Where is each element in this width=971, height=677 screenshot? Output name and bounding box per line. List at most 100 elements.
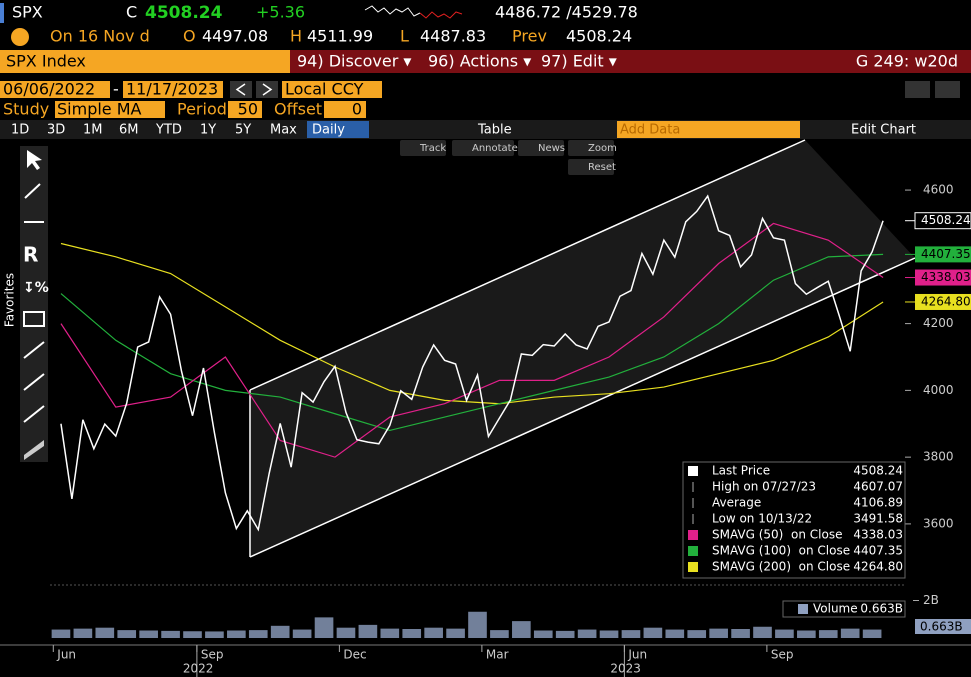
range-button[interactable]: 1Y [200, 123, 216, 138]
volume-bar [205, 631, 224, 638]
year-label: 2022 [183, 662, 214, 676]
channel-line [249, 139, 806, 391]
volume-bar [512, 621, 531, 638]
tool-button[interactable] [518, 140, 564, 156]
volume-bar [402, 629, 422, 638]
volume-bar [687, 630, 707, 638]
volume-bar [555, 630, 575, 638]
input[interactable] [324, 101, 366, 118]
ma-line [60, 242, 884, 405]
range-button[interactable]: 3D [47, 123, 65, 138]
legend-value: 4607.07 [853, 480, 903, 494]
range-button[interactable]: 5Y [235, 123, 251, 138]
sparkline [364, 5, 421, 17]
legend-value: 4338.03 [853, 528, 903, 542]
next-button[interactable] [256, 81, 278, 98]
volume-bar [358, 624, 378, 638]
period[interactable]: 50 [238, 100, 258, 119]
security[interactable]: SPX Index [6, 52, 86, 71]
currency[interactable]: Local CCY [285, 80, 364, 99]
menu-item[interactable]: 97) Edit ▾ [541, 52, 617, 71]
last-value-label: 4407.35 [921, 247, 971, 261]
legend-label: SMAVG (200) on Close [712, 560, 850, 574]
dash: - [113, 80, 119, 99]
range-button[interactable]: 1M [83, 123, 103, 138]
y-tick-label: 4600 [923, 183, 954, 197]
undo-button[interactable] [905, 81, 930, 98]
range-button[interactable]: YTD [155, 123, 182, 138]
volume-tick-label: 2B [923, 593, 939, 607]
y-tick-label: 4200 [923, 316, 954, 330]
legend-value: 4264.80 [853, 560, 903, 574]
high-label: H [290, 27, 302, 46]
prev-label: Prev [512, 27, 547, 46]
input[interactable] [228, 101, 262, 118]
volume-bar [731, 629, 750, 638]
date: On 16 Nov d [50, 27, 150, 46]
volume-bar [270, 625, 290, 638]
edit-chart[interactable]: Edit Chart [851, 123, 916, 138]
period-label: Period [177, 100, 227, 119]
x-tick-label: Mar [486, 648, 509, 662]
favorites[interactable]: Favorites [3, 273, 17, 327]
volume-bar [468, 611, 487, 638]
tool-button[interactable] [568, 140, 614, 156]
redo-button[interactable] [935, 81, 960, 98]
range-button[interactable]: 1D [11, 123, 29, 138]
security-bar [0, 50, 290, 73]
ma-line [60, 222, 884, 458]
legend-swatch [688, 466, 698, 476]
pointer-icon [27, 150, 42, 170]
toolbar-bg [20, 146, 48, 462]
ray-icon [23, 373, 45, 391]
legend-box [682, 461, 906, 579]
menu-bar [290, 50, 971, 73]
volume-bar [314, 617, 334, 638]
tool-label[interactable]: Zoom [588, 143, 617, 154]
tool-label[interactable]: News [538, 143, 565, 154]
volume-bar [709, 628, 728, 638]
tool-button[interactable] [400, 140, 446, 156]
offset-label: Offset [274, 100, 322, 119]
volume-bar [161, 630, 180, 638]
legend-label: Average [712, 496, 761, 510]
x-tick-label: Jun [627, 648, 647, 662]
rect-icon [23, 311, 45, 327]
input[interactable] [0, 81, 110, 98]
low-label: L [400, 27, 409, 46]
table-button[interactable]: Table [477, 123, 512, 138]
range-button[interactable]: Max [270, 123, 297, 138]
legend-label: Low on 10/13/22 [712, 512, 812, 526]
legend-value: 3491.58 [853, 512, 903, 526]
frequency[interactable]: Daily [312, 123, 345, 138]
input[interactable] [123, 81, 223, 98]
add-data[interactable]: Add Data [620, 123, 680, 138]
volume-bar [117, 630, 137, 638]
volume-legend-value: 0.663B [860, 602, 903, 616]
start-date[interactable]: 06/06/2022 [3, 80, 95, 99]
legend-value: 4407.35 [853, 544, 903, 558]
prev: 4508.24 [566, 27, 632, 46]
function-code: G 249: w20d [856, 52, 958, 71]
end-date[interactable]: 11/17/2023 [126, 80, 218, 99]
input[interactable] [282, 81, 382, 98]
prev-button[interactable] [230, 81, 252, 98]
menu-item[interactable]: 96) Actions ▾ [428, 52, 531, 71]
tool-label[interactable]: Reset [588, 162, 616, 173]
tool-label[interactable]: Track [419, 143, 446, 154]
range-button[interactable]: 6M [119, 123, 139, 138]
tool-label[interactable]: Annotate [472, 143, 518, 154]
y-tick-label: 3600 [923, 516, 954, 530]
offset[interactable]: 0 [352, 100, 362, 119]
arrow [235, 83, 246, 96]
tool-button[interactable] [568, 159, 614, 175]
menu-item[interactable]: 94) Discover ▾ [297, 52, 411, 71]
last-value-tag [915, 246, 971, 263]
input[interactable] [55, 101, 165, 118]
study[interactable]: Simple MA [57, 100, 142, 119]
tool-button[interactable] [452, 140, 514, 156]
volume-bar [797, 630, 816, 638]
add-data-input[interactable] [617, 121, 800, 138]
frequency-button[interactable] [307, 121, 369, 138]
